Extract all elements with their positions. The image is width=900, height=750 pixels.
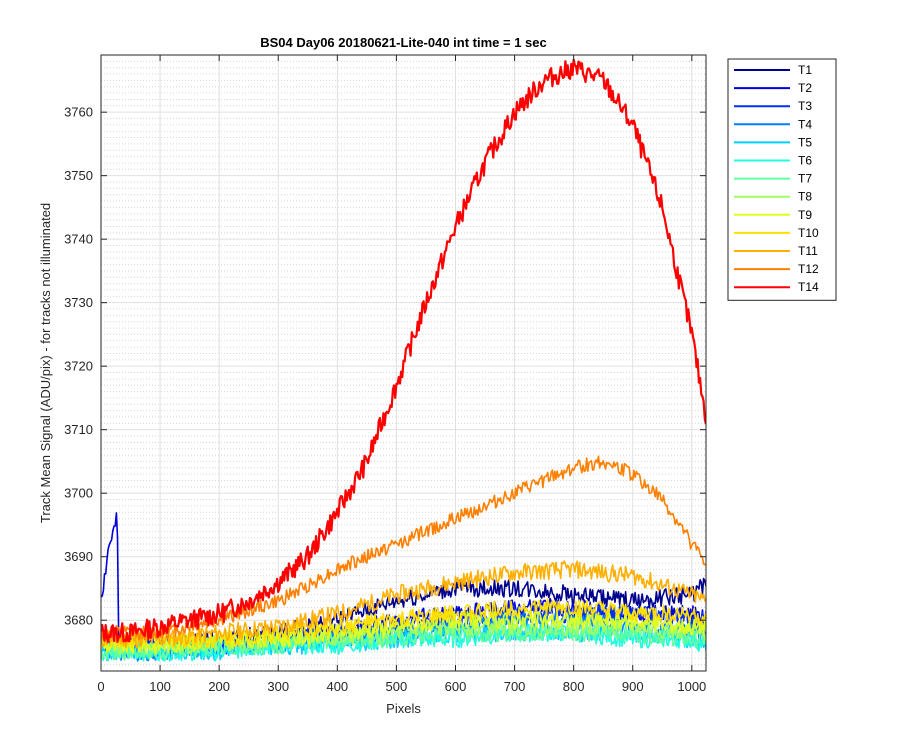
legend-label-t9: T9 [798,208,812,222]
x-tick-label: 400 [326,679,348,694]
plot-frame [100,54,707,672]
x-tick-label: 800 [563,679,585,694]
x-tick-label: 0 [97,679,104,694]
x-tick-label: 900 [622,679,644,694]
legend-label-t3: T3 [798,99,812,113]
y-tick-label: 3740 [64,232,93,247]
series-line-t1 [101,577,706,656]
legend-label-t4: T4 [798,117,812,131]
y-tick-label: 3680 [64,613,93,628]
y-tick-label: 3750 [64,168,93,183]
legend-label-t11: T11 [798,244,818,258]
legend-label-t2: T2 [798,81,812,95]
x-axis-title: Pixels [386,701,421,716]
legend-label-t1: T1 [798,63,812,77]
legend-box [727,58,837,301]
x-tick-label: 100 [149,679,171,694]
legend-label-t7: T7 [798,172,812,186]
y-tick-label: 3760 [64,105,93,120]
x-tick-label: 600 [445,679,467,694]
legend: T1 T2 T3 T4 T5 T6 T7 T8 T9 T10 T11 T12 T14 [727,58,837,301]
x-tick-label: 200 [208,679,230,694]
x-tick-label: 300 [267,679,289,694]
legend-label-t14: T14 [798,280,819,294]
x-tick-label: 700 [504,679,526,694]
y-tick-label: 3690 [64,549,93,564]
x-tick-label: 500 [386,679,408,694]
series-line-t12 [101,455,706,641]
axis-ticks: 0 100 200 300 400 500 600 700 800 900 1000 3680 3690… [64,55,706,694]
x-tick-label: 1000 [677,679,706,694]
y-tick-label: 3720 [64,359,93,374]
series-line-t14 [101,58,706,644]
y-axis-title: Track Mean Signal (ADU/pix) - for tracks… [38,203,53,523]
legend-label-t6: T6 [798,154,812,168]
y-tick-label: 3700 [64,486,93,501]
legend-label-t10: T10 [798,226,819,240]
y-tick-label: 3730 [64,295,93,310]
series-line-t9 [101,610,706,655]
legend-label-t12: T12 [798,262,819,276]
series-line-t11 [101,560,706,649]
series-line-t10 [101,598,706,649]
chart-title: BS04 Day06 20180621-Lite-040 int time = … [260,35,547,50]
legend-label-t5: T5 [798,135,812,149]
y-tick-label: 3710 [64,422,93,437]
plot-lines [101,58,706,662]
legend-label-t8: T8 [798,190,812,204]
